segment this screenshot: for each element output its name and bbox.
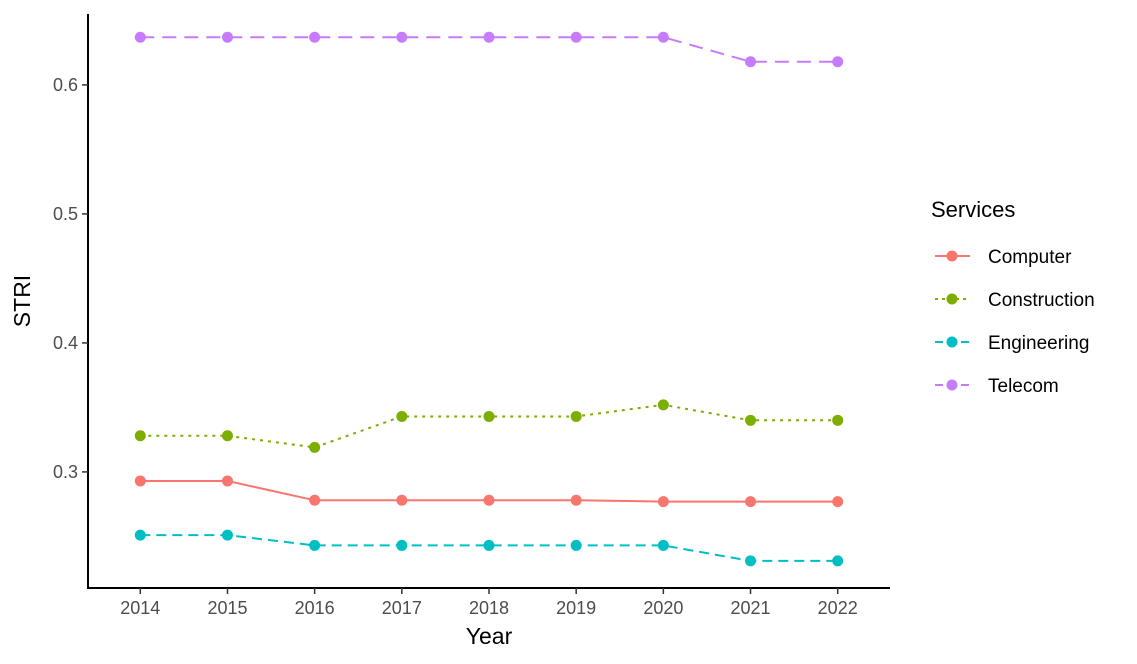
data-point-computer (134, 475, 146, 487)
legend-key-point-telecom (946, 379, 958, 391)
data-point-telecom (309, 31, 321, 43)
x-tick-label: 2018 (469, 598, 509, 618)
data-point-engineering (309, 539, 321, 551)
legend-label-engineering: Engineering (988, 333, 1089, 354)
data-point-construction (657, 399, 669, 411)
y-tick-label: 0.6 (53, 75, 78, 95)
data-point-telecom (745, 56, 757, 68)
x-tick-label: 2015 (207, 598, 247, 618)
data-point-construction (570, 410, 582, 422)
data-point-computer (832, 496, 844, 508)
data-point-computer (745, 496, 757, 508)
y-tick-label: 0.4 (53, 333, 78, 353)
x-axis-ticks: 2014 2015 2016 2017 2018 2019 2020 2021 2022 (120, 588, 858, 618)
data-point-engineering (483, 539, 495, 551)
data-point-telecom (570, 31, 582, 43)
data-point-engineering (832, 555, 844, 567)
y-tick-label: 0.5 (53, 204, 78, 224)
data-point-computer (657, 496, 669, 508)
x-tick-label: 2020 (643, 598, 683, 618)
series-line-engineering (140, 534, 838, 562)
x-tick-label: 2022 (818, 598, 858, 618)
legend-key-point-computer (946, 250, 958, 262)
legend-label-computer: Computer (988, 247, 1072, 268)
x-tick-label: 2016 (295, 598, 335, 618)
data-point-construction (832, 414, 844, 426)
x-tick-label: 2014 (120, 598, 160, 618)
legend: Services Computer Construction Engineering… (931, 197, 1095, 397)
data-point-construction (745, 414, 757, 426)
y-axis-ticks: 0.3 0.4 0.5 0.6 (53, 75, 88, 482)
data-point-telecom (134, 31, 146, 43)
data-point-computer (221, 475, 233, 487)
legend-label-telecom: Telecom (988, 376, 1059, 397)
x-tick-label: 2019 (556, 598, 596, 618)
data-point-construction (483, 410, 495, 422)
x-tick-label: 2021 (730, 598, 770, 618)
data-point-engineering (134, 529, 146, 541)
data-point-computer (483, 494, 495, 506)
data-point-construction (396, 410, 408, 422)
data-point-computer (396, 494, 408, 506)
data-point-computer (309, 494, 321, 506)
x-tick-label: 2017 (382, 598, 422, 618)
legend-title: Services (931, 197, 1015, 222)
legend-key-point-engineering (946, 336, 958, 348)
legend-key-point-construction (946, 293, 958, 305)
data-point-engineering (221, 529, 233, 541)
y-tick-label: 0.3 (53, 462, 78, 482)
plot-area (134, 31, 844, 567)
data-point-telecom (657, 31, 669, 43)
data-point-telecom (221, 31, 233, 43)
data-point-computer (570, 494, 582, 506)
data-point-engineering (570, 539, 582, 551)
y-axis-title: STRI (9, 275, 35, 327)
legend-label-construction: Construction (988, 290, 1095, 311)
data-point-construction (134, 430, 146, 442)
series-line-telecom (140, 36, 838, 63)
data-point-engineering (396, 539, 408, 551)
data-point-telecom (483, 31, 495, 43)
data-point-engineering (745, 555, 757, 567)
data-point-engineering (657, 539, 669, 551)
data-point-construction (221, 430, 233, 442)
data-point-telecom (832, 56, 844, 68)
data-point-construction (309, 441, 321, 453)
data-point-telecom (396, 31, 408, 43)
x-axis-title: Year (466, 623, 513, 649)
